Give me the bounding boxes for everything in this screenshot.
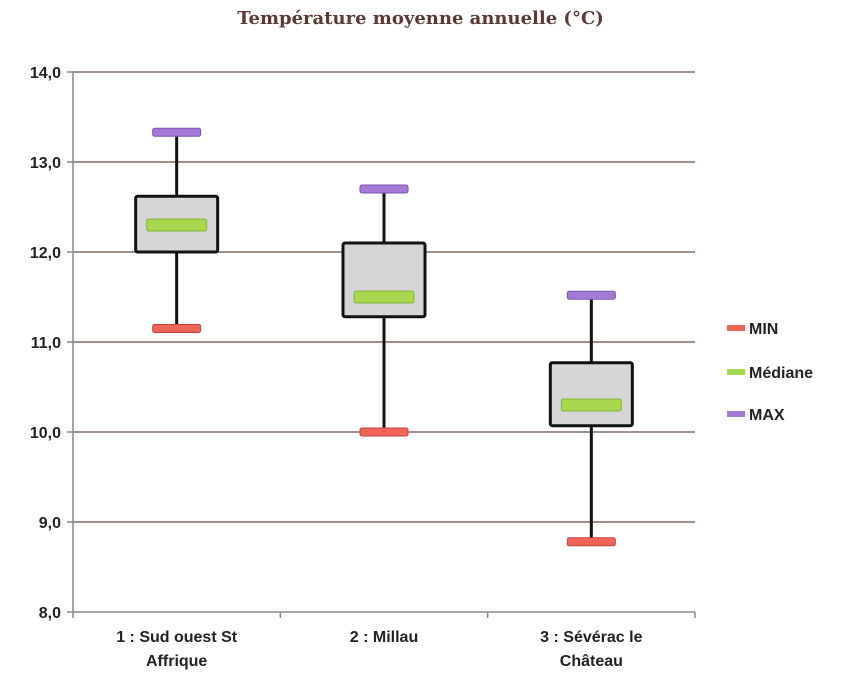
legend-label: MIN	[749, 321, 778, 338]
median-marker	[146, 218, 208, 232]
box-iqr	[341, 241, 427, 319]
min-marker	[359, 427, 409, 437]
y-tick-label: 13,0	[30, 155, 61, 172]
y-tick-label: 14,0	[30, 65, 61, 82]
legend-swatch	[727, 369, 745, 375]
x-category-label: 3 : Sévérac le	[540, 629, 642, 646]
legend-swatch	[727, 325, 745, 331]
y-tick-label: 8,0	[39, 605, 61, 622]
chart-title: Température moyenne annuelle (°C)	[237, 8, 604, 29]
x-category-label: Affrique	[146, 653, 207, 670]
legend-label: MAX	[749, 407, 785, 424]
y-tick-label: 11,0	[31, 335, 61, 352]
legend-label: Médiane	[749, 365, 813, 382]
y-tick-label: 9,0	[39, 515, 61, 532]
median-marker	[560, 398, 622, 412]
y-tick-label: 12,0	[30, 245, 61, 262]
y-tick-label: 10,0	[30, 425, 61, 442]
x-category-label: Château	[560, 653, 623, 670]
max-marker	[152, 127, 202, 137]
max-marker	[359, 184, 409, 194]
max-marker	[566, 290, 616, 300]
legend-swatch	[727, 411, 745, 417]
box-iqr	[548, 361, 634, 428]
min-marker	[566, 537, 616, 547]
min-marker	[152, 324, 202, 333]
median-marker	[353, 290, 415, 304]
x-category-label: 2 : Millau	[350, 629, 418, 646]
x-category-label: 1 : Sud ouest St	[116, 629, 238, 646]
